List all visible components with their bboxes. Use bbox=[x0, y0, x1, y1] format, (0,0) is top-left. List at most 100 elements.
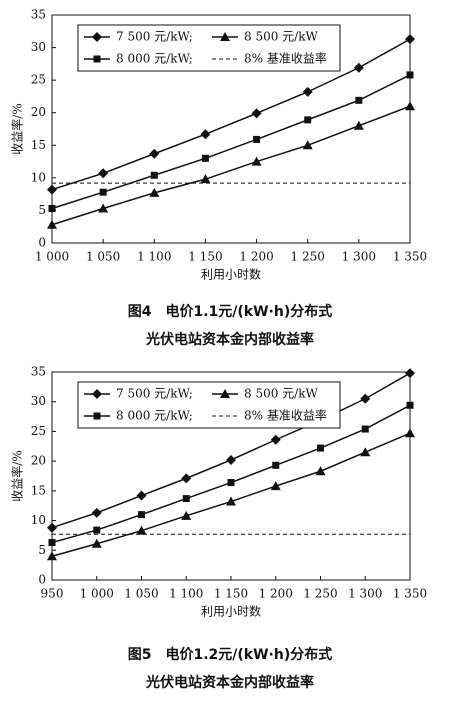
marker bbox=[138, 511, 145, 519]
y-tick-label: 30 bbox=[31, 394, 46, 408]
marker bbox=[201, 154, 209, 162]
marker bbox=[98, 203, 109, 213]
series-line bbox=[51, 105, 411, 226]
marker bbox=[48, 539, 56, 547]
marker bbox=[406, 71, 414, 79]
marker bbox=[48, 204, 56, 212]
marker bbox=[47, 219, 57, 229]
x-tick-label: 1 000 bbox=[80, 587, 114, 601]
marker bbox=[304, 116, 312, 124]
y-tick-label: 30 bbox=[31, 40, 46, 54]
legend-box bbox=[77, 381, 341, 429]
marker bbox=[253, 135, 261, 143]
marker bbox=[302, 140, 313, 150]
marker bbox=[182, 495, 190, 503]
marker bbox=[47, 551, 57, 561]
y-tick-label: 5 bbox=[38, 543, 46, 557]
marker bbox=[272, 461, 280, 469]
legend-label: 8 000 元/kW; bbox=[116, 52, 193, 66]
marker bbox=[136, 525, 147, 535]
legend-box bbox=[77, 24, 341, 72]
x-tick-label: 1 050 bbox=[124, 587, 158, 601]
marker bbox=[360, 393, 371, 404]
caption: 图5 电价1.2元/(kW·h)分布式 bbox=[128, 646, 333, 663]
legend-marker bbox=[92, 389, 102, 399]
marker bbox=[355, 96, 363, 104]
y-tick-label: 15 bbox=[31, 138, 46, 152]
marker bbox=[302, 86, 313, 97]
marker bbox=[200, 129, 211, 140]
series-line bbox=[51, 74, 411, 210]
y-tick-label: 0 bbox=[38, 236, 46, 250]
series-line bbox=[51, 432, 411, 557]
legend-label: 7 500 元/kW; bbox=[116, 30, 193, 44]
marker bbox=[361, 425, 369, 433]
y-tick-label: 25 bbox=[31, 73, 46, 87]
marker bbox=[227, 479, 235, 487]
marker bbox=[353, 120, 364, 130]
legend-label: 8 000 元/kW; bbox=[116, 409, 193, 423]
legend-label: 8 500 元/kW bbox=[244, 30, 318, 44]
y-tick-label: 20 bbox=[31, 454, 46, 468]
marker bbox=[181, 473, 192, 484]
y-tick-label: 0 bbox=[38, 573, 46, 587]
x-tick-label: 1 350 bbox=[393, 587, 427, 601]
x-tick-label: 1 300 bbox=[348, 587, 382, 601]
marker bbox=[251, 156, 262, 166]
marker bbox=[93, 526, 101, 534]
marker bbox=[150, 171, 158, 179]
legend-label: 8% 基准收益率 bbox=[244, 408, 327, 423]
marker bbox=[149, 148, 160, 159]
y-tick-label: 15 bbox=[31, 483, 46, 497]
marker bbox=[136, 490, 147, 501]
y-tick-label: 10 bbox=[31, 513, 46, 527]
legend-marker bbox=[220, 389, 230, 398]
y-tick-label: 25 bbox=[31, 424, 46, 438]
marker bbox=[405, 101, 415, 111]
y-tick-label: 35 bbox=[31, 8, 46, 22]
x-axis-label: 利用小时数 bbox=[201, 604, 261, 619]
x-tick-label: 1 300 bbox=[342, 250, 376, 264]
caption: 光伏电站资本金内部收益率 bbox=[145, 674, 314, 691]
x-axis-label: 利用小时数 bbox=[201, 267, 261, 282]
marker bbox=[251, 108, 262, 119]
marker bbox=[98, 168, 109, 179]
marker bbox=[405, 368, 415, 379]
marker bbox=[270, 481, 281, 491]
marker bbox=[47, 522, 57, 533]
marker bbox=[270, 434, 281, 445]
marker bbox=[47, 184, 57, 195]
x-tick-label: 1 250 bbox=[291, 250, 325, 264]
legend-label: 8% 基准收益率 bbox=[244, 51, 327, 66]
series-line bbox=[51, 38, 411, 191]
marker bbox=[405, 428, 415, 438]
legend-marker bbox=[93, 55, 101, 63]
caption: 图4 电价1.1元/(kW·h)分布式 bbox=[128, 303, 333, 320]
marker bbox=[181, 510, 192, 520]
marker bbox=[360, 447, 371, 457]
marker bbox=[91, 538, 102, 548]
marker bbox=[406, 401, 414, 409]
y-tick-label: 5 bbox=[38, 203, 46, 217]
legend-marker bbox=[93, 412, 101, 420]
legend-label: 8 500 元/kW bbox=[244, 387, 318, 401]
x-tick-label: 1 050 bbox=[86, 250, 120, 264]
marker bbox=[315, 466, 326, 476]
x-tick-label: 1 100 bbox=[137, 250, 171, 264]
marker bbox=[226, 454, 236, 465]
x-tick-label: 1 150 bbox=[188, 250, 222, 264]
x-tick-label: 1 150 bbox=[214, 587, 248, 601]
marker bbox=[99, 188, 107, 196]
y-axis-label: 收益率/% bbox=[10, 103, 25, 154]
marker bbox=[405, 34, 415, 45]
x-tick-label: 1 250 bbox=[303, 587, 337, 601]
legend-marker bbox=[220, 32, 230, 41]
marker bbox=[317, 444, 324, 452]
marker bbox=[353, 62, 364, 73]
x-tick-label: 1 200 bbox=[239, 250, 273, 264]
x-tick-label: 1 350 bbox=[393, 250, 427, 264]
x-tick-label: 1 200 bbox=[259, 587, 293, 601]
x-tick-label: 1 000 bbox=[35, 250, 69, 264]
y-tick-label: 35 bbox=[31, 365, 46, 379]
